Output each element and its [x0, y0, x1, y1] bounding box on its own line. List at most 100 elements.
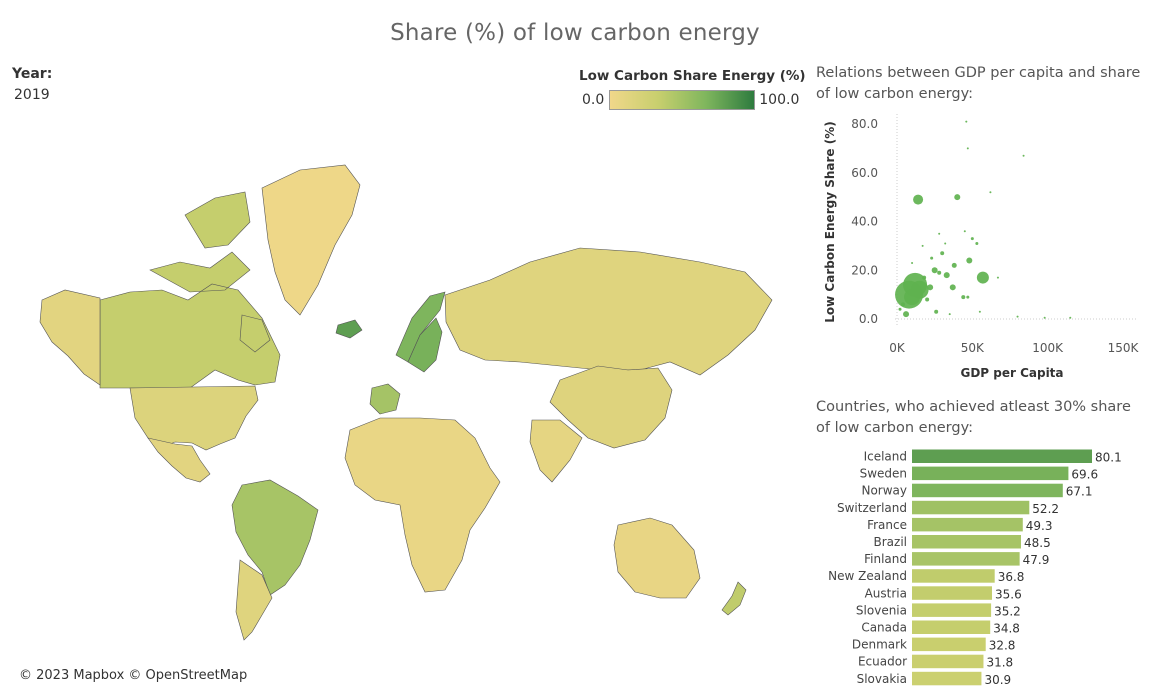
bar-category-label: Canada — [861, 621, 907, 635]
bar-category-label: France — [867, 518, 907, 532]
legend-gradient-bar — [609, 90, 756, 110]
scatter-point[interactable] — [949, 284, 956, 291]
bar-value-label: 52.2 — [1032, 502, 1059, 516]
scatter-point[interactable] — [996, 276, 999, 279]
scatter-point[interactable] — [965, 120, 968, 123]
scatter-point[interactable] — [911, 261, 914, 264]
scatter-point[interactable] — [901, 302, 906, 307]
bar-value-label: 48.5 — [1024, 536, 1051, 550]
map-country-africa[interactable] — [344, 417, 501, 593]
scatter-point[interactable] — [913, 194, 924, 205]
bar-norway[interactable] — [912, 483, 1063, 498]
bar-canada[interactable] — [912, 620, 991, 635]
map-country-france[interactable] — [369, 383, 401, 415]
scatter-point[interactable] — [989, 191, 992, 194]
bar-new-zealand[interactable] — [912, 569, 995, 583]
bar-france[interactable] — [912, 517, 1023, 532]
scatter-point[interactable] — [1016, 315, 1019, 318]
map-country-usa[interactable] — [129, 385, 259, 451]
bar-value-label: 30.9 — [984, 673, 1011, 687]
scatter-point[interactable] — [934, 309, 939, 314]
bar-value-label: 80.1 — [1095, 451, 1122, 465]
map-country-sweden[interactable] — [407, 317, 443, 373]
map-copyright[interactable]: © 2023 Mapbox © OpenStreetMap — [19, 668, 248, 683]
scatter-point[interactable] — [938, 232, 941, 235]
scatter-point[interactable] — [927, 284, 934, 291]
scatter-point[interactable] — [966, 147, 969, 150]
scatter-point[interactable] — [1043, 316, 1046, 319]
bar-value-label: 35.2 — [994, 604, 1021, 618]
map-country-argentina[interactable] — [235, 559, 273, 641]
scatter-point[interactable] — [978, 310, 981, 313]
world-map[interactable] — [0, 110, 800, 670]
scatter-point[interactable] — [1069, 316, 1072, 319]
legend-min-label: 0.0 — [582, 92, 605, 108]
bar-denmark[interactable] — [912, 637, 986, 652]
scatter-chart[interactable]: 0.0 20.0 40.0 60.0 80.0 0K 50K 100K 150K GDP per … — [815, 105, 1150, 395]
bar-category-label: Norway — [861, 484, 907, 498]
bar-category-label: Switzerland — [837, 501, 907, 515]
scatter-x-tick-label: 0K — [889, 341, 906, 355]
map-country-brazil[interactable] — [231, 479, 319, 596]
map-country-greenland[interactable] — [261, 164, 361, 316]
bar-value-label: 49.3 — [1026, 519, 1053, 533]
scatter-point[interactable] — [937, 270, 942, 275]
bar-category-label: Brazil — [874, 535, 908, 549]
scatter-point[interactable] — [922, 275, 927, 280]
bar-value-label: 35.6 — [995, 587, 1022, 601]
scatter-point[interactable] — [976, 271, 989, 284]
bar-brazil[interactable] — [912, 535, 1021, 549]
map-country-china[interactable] — [549, 365, 673, 449]
bar-category-label: Sweden — [860, 467, 907, 481]
scatter-point[interactable] — [930, 256, 934, 260]
scatter-point[interactable] — [970, 237, 974, 241]
map-country-mexico[interactable] — [147, 437, 211, 483]
scatter-x-tick-label: 50K — [961, 341, 985, 355]
legend-title: Low Carbon Share Energy (%) — [579, 68, 806, 84]
scatter-point[interactable] — [940, 251, 945, 256]
bar-sweden[interactable] — [912, 466, 1069, 481]
scatter-y-tick-label: 20.0 — [851, 263, 878, 277]
scatter-point[interactable] — [948, 313, 951, 316]
scatter-point[interactable] — [904, 289, 921, 306]
scatter-point[interactable] — [903, 311, 910, 318]
map-country-australia[interactable] — [613, 517, 701, 599]
scatter-point[interactable] — [925, 297, 930, 302]
scatter-point[interactable] — [966, 257, 973, 264]
bar-value-label: 32.8 — [989, 639, 1016, 653]
scatter-point[interactable] — [898, 307, 902, 311]
year-filter-value[interactable]: 2019 — [14, 87, 50, 103]
scatter-point[interactable] — [944, 242, 947, 245]
scatter-point[interactable] — [921, 244, 924, 247]
bar-ecuador[interactable] — [912, 654, 984, 669]
scatter-point[interactable] — [1022, 154, 1025, 157]
bar-chart[interactable]: Iceland 80.1 Sweden 69.6 Norway 67.1 Switzerla… — [815, 445, 1150, 695]
scatter-point[interactable] — [943, 272, 950, 279]
scatter-x-tick-label: 150K — [1108, 341, 1140, 355]
map-country-iceland[interactable] — [335, 319, 363, 339]
scatter-y-tick-label: 80.0 — [851, 117, 878, 131]
map-country-new-zealand[interactable] — [721, 581, 747, 616]
bar-iceland[interactable] — [912, 449, 1092, 464]
map-country-canada[interactable] — [99, 191, 281, 389]
map-country-russia[interactable] — [444, 247, 773, 376]
bar-finland[interactable] — [912, 552, 1020, 566]
scatter-x-axis-title: GDP per Capita — [960, 366, 1063, 380]
scatter-point[interactable] — [954, 194, 961, 201]
scatter-y-tick-label: 60.0 — [851, 166, 878, 180]
bar-switzerland[interactable] — [912, 500, 1030, 515]
scatter-y-axis-title: Low Carbon Energy Share (%) — [823, 121, 837, 322]
map-country-alaska-usa[interactable] — [39, 289, 101, 386]
bar-austria[interactable] — [912, 586, 992, 600]
scatter-x-tick-label: 100K — [1032, 341, 1064, 355]
scatter-point[interactable] — [963, 230, 966, 233]
scatter-point[interactable] — [951, 262, 957, 268]
scatter-point[interactable] — [966, 295, 970, 299]
map-country-india[interactable] — [529, 419, 583, 483]
scatter-point[interactable] — [975, 241, 979, 245]
scatter-point[interactable] — [961, 295, 966, 300]
bar-value-label: 36.8 — [998, 570, 1025, 584]
bar-slovenia[interactable] — [912, 603, 992, 617]
bar-slovakia[interactable] — [912, 671, 982, 686]
scatter-point[interactable] — [931, 267, 938, 274]
